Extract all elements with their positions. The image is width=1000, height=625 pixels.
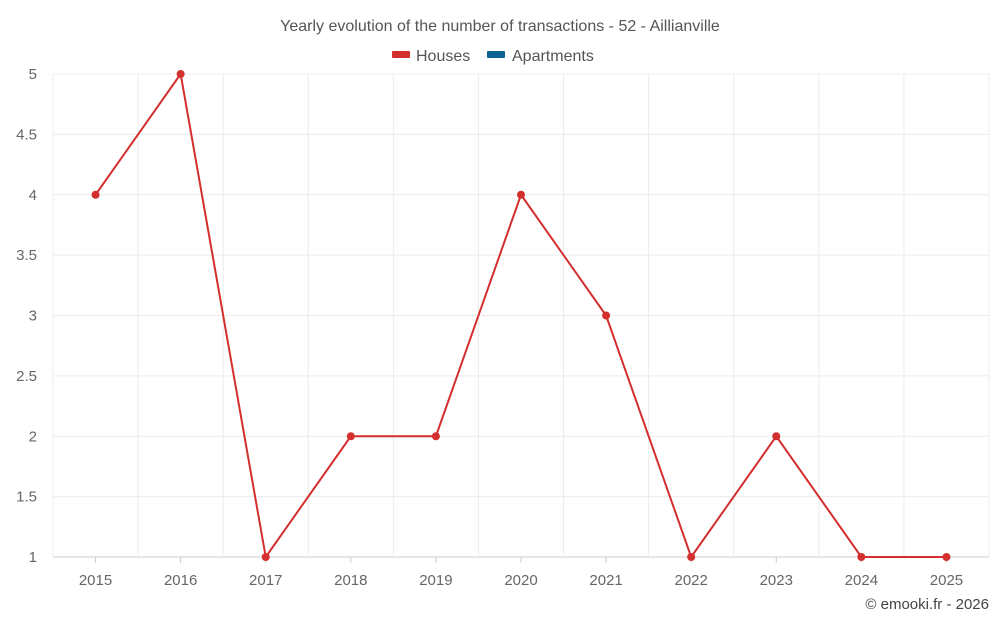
- y-tick-label: 2: [29, 428, 37, 445]
- x-tick-label: 2025: [930, 572, 963, 589]
- data-point-houses[interactable]: [91, 190, 100, 199]
- x-tick-label: 2024: [845, 572, 878, 589]
- data-point-houses[interactable]: [431, 432, 440, 441]
- y-tick-label: 4: [29, 187, 37, 204]
- data-point-houses[interactable]: [261, 553, 270, 561]
- data-point-houses[interactable]: [602, 311, 611, 320]
- legend-swatch-houses: [392, 51, 410, 58]
- x-axis: 2015 2016 2017 2018 2019 2020 2021 2022 2023 2024…: [79, 557, 963, 589]
- legend-label-houses: Houses: [416, 48, 470, 65]
- x-tick-label: 2018: [334, 572, 367, 589]
- credit-text: © emooki.fr - 2026: [865, 596, 989, 613]
- data-point-houses[interactable]: [857, 553, 866, 561]
- y-tick-label: 1: [29, 549, 37, 566]
- data-point-houses[interactable]: [176, 70, 185, 78]
- legend-item-apartments[interactable]: Apartments: [487, 48, 594, 65]
- x-tick-label: 2022: [674, 572, 707, 589]
- data-point-houses[interactable]: [772, 432, 781, 441]
- y-tick-label: 4.5: [16, 126, 37, 143]
- y-tick-label: 1.5: [16, 489, 37, 506]
- y-axis: 1 1.5 2 2.5 3 3.5 4 4.5 5: [16, 66, 37, 566]
- x-tick-label: 2019: [419, 572, 452, 589]
- data-point-houses[interactable]: [942, 553, 951, 561]
- data-point-houses[interactable]: [517, 190, 525, 199]
- legend: Houses Apartments: [392, 48, 594, 65]
- data-point-houses[interactable]: [687, 553, 696, 561]
- chart-title: Yearly evolution of the number of transa…: [280, 18, 720, 35]
- grid: [52, 73, 990, 558]
- y-tick-label: 3.5: [16, 247, 37, 264]
- x-tick-label: 2023: [760, 572, 793, 589]
- series-group: [91, 70, 951, 561]
- x-tick-label: 2020: [504, 572, 537, 589]
- y-tick-label: 2.5: [16, 368, 37, 385]
- legend-swatch-apartments: [487, 51, 505, 58]
- data-point-houses[interactable]: [346, 432, 355, 441]
- x-tick-label: 2015: [79, 572, 112, 589]
- x-tick-label: 2021: [589, 572, 622, 589]
- y-tick-label: 3: [29, 308, 37, 325]
- legend-item-houses[interactable]: Houses: [392, 48, 470, 65]
- y-tick-label: 5: [29, 66, 37, 83]
- x-tick-label: 2017: [249, 572, 282, 589]
- legend-label-apartments: Apartments: [512, 48, 594, 65]
- x-tick-label: 2016: [164, 572, 197, 589]
